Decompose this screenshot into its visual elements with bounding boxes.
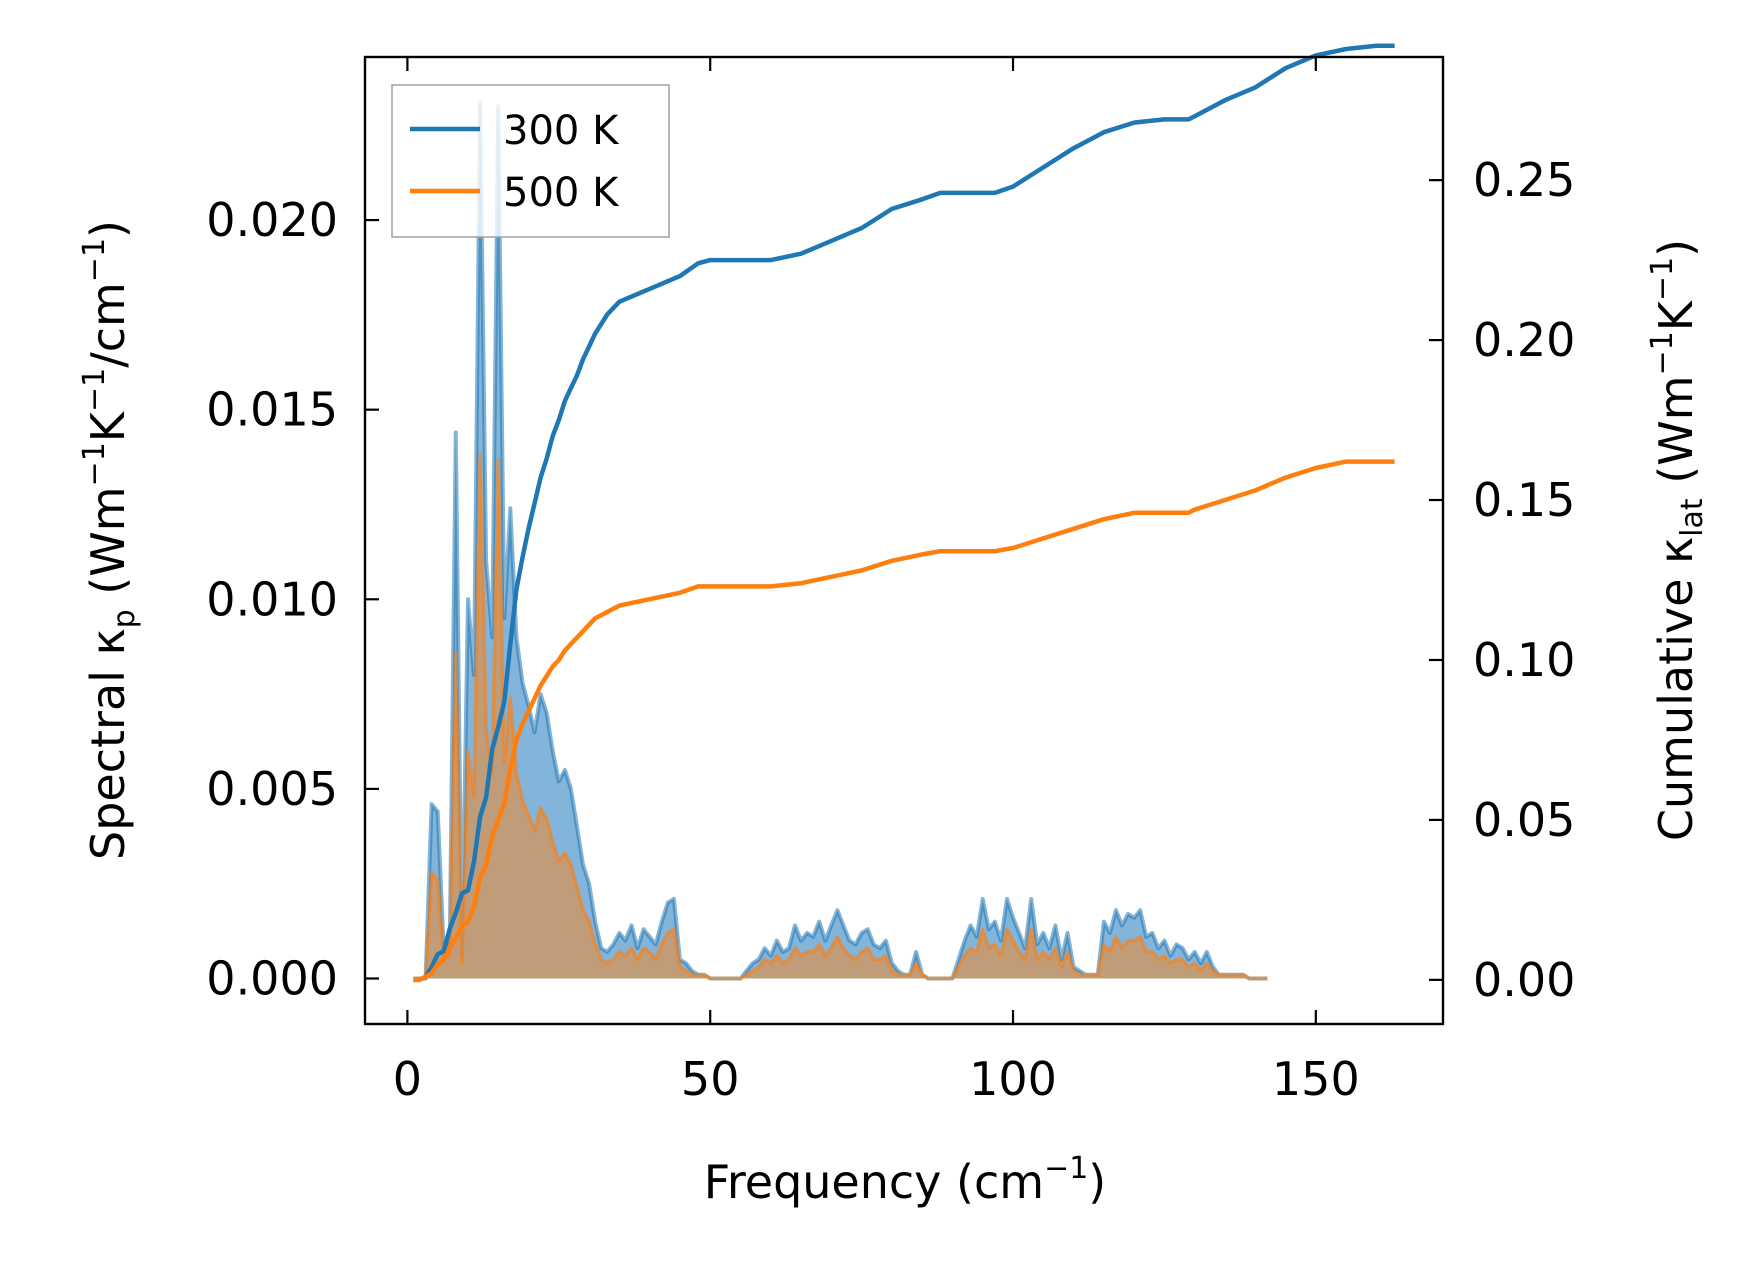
legend-box [391, 84, 670, 238]
cumulative-300K-line [413, 43, 1395, 983]
y-right-tick-label: 0.20 [1473, 313, 1575, 367]
x-tick-label: 150 [1272, 1052, 1360, 1106]
y-left-tick-label: 0.020 [206, 193, 338, 247]
legend-label-500K: 500 K [503, 170, 620, 216]
y-left-tick-label: 0.010 [206, 572, 338, 626]
legend-label-300K: 300 K [503, 108, 620, 154]
y-right-tick-label: 0.10 [1473, 633, 1575, 687]
y-right-tick-label: 0.15 [1473, 473, 1575, 527]
x-tick-label: 0 [393, 1052, 422, 1106]
spectral-500K-outline [413, 453, 1268, 981]
cumulative-500K-line [413, 459, 1395, 983]
y-left-tick-label: 0.005 [206, 762, 338, 816]
y-right-tick-label: 0.00 [1473, 953, 1575, 1007]
y-left-tick-label: 0.000 [206, 951, 338, 1005]
spectral-300K-outline [413, 100, 1268, 981]
axes-frame [363, 55, 1445, 1026]
legend: 300 K 500 K [391, 84, 670, 238]
x-axis-title: Frequency (cm−1) [704, 1151, 1107, 1209]
y-left-tick-label: 0.015 [206, 383, 338, 437]
x-tick-label: 50 [681, 1052, 740, 1106]
y-right-tick-label: 0.25 [1473, 153, 1575, 207]
x-tick-label: 100 [969, 1052, 1057, 1106]
y-axis-right-title: Cumulative κlat (Wm−1K−1) [1645, 239, 1710, 841]
y-axis-left-title: Spectral κp (Wm−1K−1/cm−1) [77, 220, 142, 860]
y-right-tick-label: 0.05 [1473, 793, 1575, 847]
